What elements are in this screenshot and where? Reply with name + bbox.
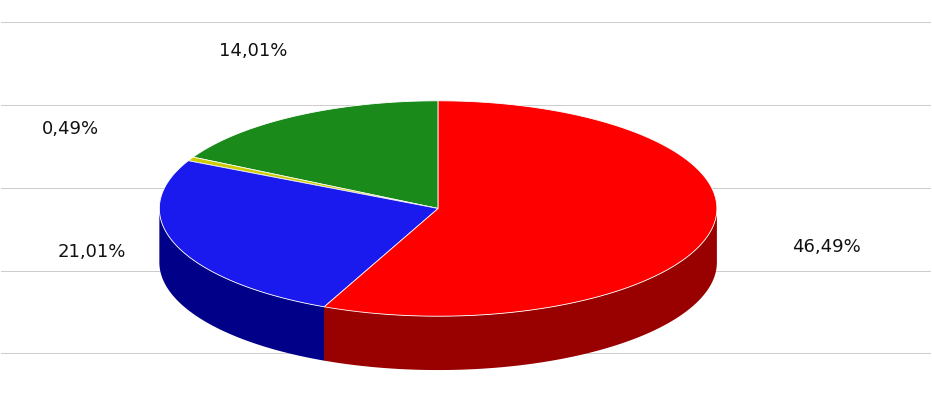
Polygon shape xyxy=(159,208,324,361)
Polygon shape xyxy=(193,101,438,208)
Polygon shape xyxy=(324,101,717,316)
Text: 46,49%: 46,49% xyxy=(792,238,860,256)
Polygon shape xyxy=(159,161,438,307)
Polygon shape xyxy=(324,208,717,370)
Polygon shape xyxy=(188,161,438,262)
Polygon shape xyxy=(324,208,438,361)
Polygon shape xyxy=(193,157,438,262)
Text: 14,01%: 14,01% xyxy=(219,42,287,60)
Polygon shape xyxy=(188,161,438,262)
Text: 0,49%: 0,49% xyxy=(42,120,100,138)
Polygon shape xyxy=(324,208,438,361)
Text: 21,01%: 21,01% xyxy=(58,243,126,261)
Polygon shape xyxy=(188,157,438,208)
Polygon shape xyxy=(193,157,438,262)
